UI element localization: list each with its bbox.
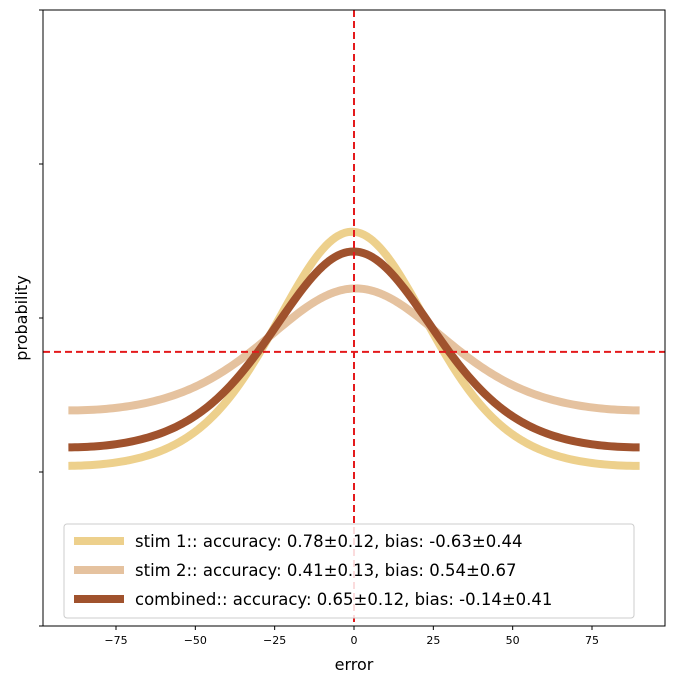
legend: stim 1:: accuracy: 0.78±0.12, bias: -0.6… — [63, 523, 635, 619]
x-tick-label: 25 — [426, 634, 440, 647]
x-tick-label: 75 — [585, 634, 599, 647]
x-tick-label: −25 — [263, 634, 286, 647]
reference-lines — [43, 10, 665, 626]
x-tick-label: 0 — [351, 634, 358, 647]
series-line-2 — [67, 284, 641, 415]
x-tick-label: 50 — [506, 634, 520, 647]
y-axis-ticks — [39, 9, 43, 627]
x-axis-ticks: −75 −50 −25 0 25 50 75 — [104, 626, 599, 647]
x-tick-label: −50 — [184, 634, 207, 647]
y-axis-label: probability — [12, 275, 31, 360]
x-tick-label: −75 — [104, 634, 127, 647]
legend-label-2: stim 2:: accuracy: 0.41±0.13, bias: 0.54… — [135, 561, 517, 580]
legend-label-3: combined:: accuracy: 0.65±0.12, bias: -0… — [135, 590, 552, 609]
x-axis-label: error — [335, 655, 374, 674]
series-line-3 — [67, 247, 641, 452]
legend-label-1: stim 1:: accuracy: 0.78±0.12, bias: -0.6… — [135, 532, 523, 551]
legend-box — [63, 523, 635, 619]
